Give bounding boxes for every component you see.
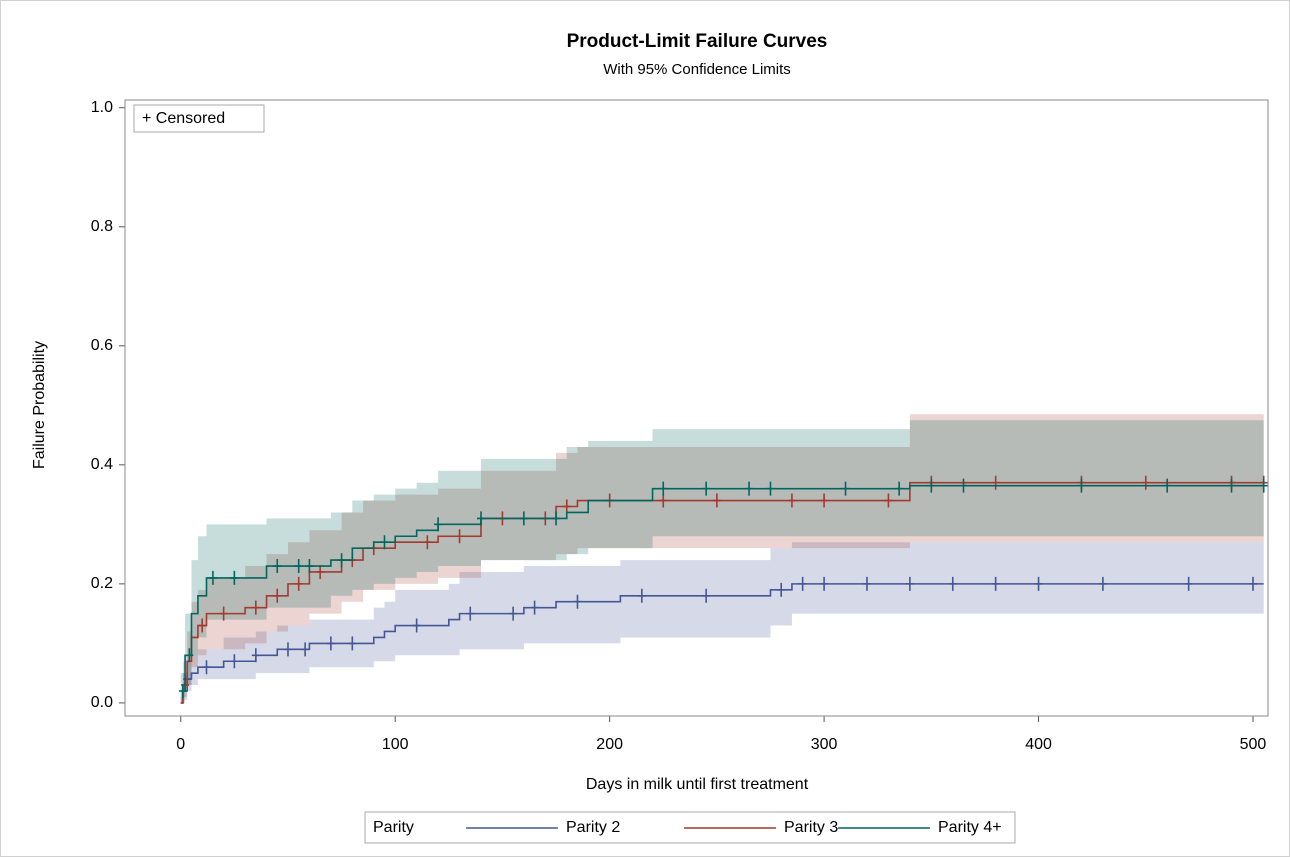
legend-title: Parity xyxy=(373,819,414,836)
censored-mark xyxy=(659,493,668,508)
censored-mark xyxy=(745,481,754,496)
censored-mark xyxy=(273,588,282,603)
censored-mark xyxy=(991,475,1000,490)
censored-mark xyxy=(1184,576,1193,591)
censored-mark xyxy=(294,576,303,591)
y-tick-label: 0.6 xyxy=(91,337,113,354)
censored-mark xyxy=(1034,576,1043,591)
censored-mark xyxy=(326,636,335,651)
x-tick-label: 100 xyxy=(382,736,409,753)
censored-mark xyxy=(273,559,282,574)
y-tick-label: 0.2 xyxy=(91,575,113,592)
censored-mark xyxy=(509,606,518,621)
censored-inset xyxy=(133,104,265,133)
censored-mark xyxy=(1163,478,1172,493)
y-axis-label: Failure Probability xyxy=(31,341,48,469)
chart-subtitle: With 95% Confidence Limits xyxy=(603,61,791,78)
legend-label: Parity 3 xyxy=(784,819,838,836)
chart-title: Product-Limit Failure Curves xyxy=(567,31,828,52)
censored-mark xyxy=(198,618,207,633)
censored-mark xyxy=(1248,576,1257,591)
censored-mark xyxy=(798,576,807,591)
censored-mark xyxy=(562,499,571,514)
censored-mark xyxy=(702,481,711,496)
censored-mark xyxy=(1259,478,1268,493)
y-tick-label: 0.4 xyxy=(91,456,113,473)
censored-mark xyxy=(862,576,871,591)
plot-frame xyxy=(124,99,1269,717)
censored-mark xyxy=(1077,478,1086,493)
censored-mark xyxy=(1141,475,1150,490)
censored-mark xyxy=(895,481,904,496)
censored-mark xyxy=(423,535,432,550)
legend-label: Parity 4+ xyxy=(938,819,1002,836)
censored-mark xyxy=(337,553,346,568)
censored-mark xyxy=(185,648,194,663)
censored-mark xyxy=(434,517,443,532)
censored-mark xyxy=(294,559,303,574)
censored-mark xyxy=(702,588,711,603)
censored-mark xyxy=(316,564,325,579)
censored-mark xyxy=(1227,478,1236,493)
censored-mark xyxy=(787,493,796,508)
censored-mark xyxy=(712,493,721,508)
censored-mark xyxy=(820,493,829,508)
censored-mark xyxy=(959,478,968,493)
legend-label: Parity 2 xyxy=(566,819,620,836)
censored-mark xyxy=(905,576,914,591)
censored-mark xyxy=(230,654,239,669)
censored-mark xyxy=(412,618,421,633)
censored-label: + Censored xyxy=(142,110,225,127)
censored-mark xyxy=(251,648,260,663)
censored-mark xyxy=(1098,576,1107,591)
censored-mark xyxy=(991,576,1000,591)
y-tick-label: 0.0 xyxy=(91,694,113,711)
censored-mark xyxy=(348,636,357,651)
x-tick-label: 500 xyxy=(1240,736,1267,753)
x-axis-label: Days in milk until first treatment xyxy=(586,776,809,793)
censored-mark xyxy=(208,570,217,585)
censored-mark xyxy=(777,582,786,597)
x-tick-label: 200 xyxy=(596,736,623,753)
censored-mark xyxy=(766,481,775,496)
censored-mark xyxy=(573,594,582,609)
censored-mark xyxy=(178,684,187,699)
censored-mark xyxy=(552,511,561,526)
confidence-band xyxy=(180,420,1264,703)
censored-mark xyxy=(219,606,228,621)
censored-mark xyxy=(530,600,539,615)
censored-mark xyxy=(251,600,260,615)
censored-mark xyxy=(519,511,528,526)
censored-mark xyxy=(820,576,829,591)
confidence-band xyxy=(180,542,1264,703)
censored-mark xyxy=(637,588,646,603)
y-tick-label: 0.8 xyxy=(91,218,113,235)
censored-mark xyxy=(659,481,668,496)
censored-mark xyxy=(948,576,957,591)
censored-mark xyxy=(841,481,850,496)
censored-mark xyxy=(380,535,389,550)
censored-mark xyxy=(230,570,239,585)
x-tick-label: 300 xyxy=(811,736,838,753)
censored-mark xyxy=(927,478,936,493)
censored-mark xyxy=(283,642,292,657)
censored-mark xyxy=(455,529,464,544)
censored-mark xyxy=(305,559,314,574)
failure-curve xyxy=(180,583,1264,704)
censored-mark xyxy=(884,493,893,508)
censored-mark xyxy=(476,511,485,526)
censored-mark xyxy=(202,660,211,675)
censored-mark xyxy=(466,606,475,621)
x-tick-label: 0 xyxy=(176,736,185,753)
y-tick-label: 1.0 xyxy=(91,99,113,116)
censored-mark xyxy=(301,642,310,657)
x-tick-label: 400 xyxy=(1025,736,1052,753)
